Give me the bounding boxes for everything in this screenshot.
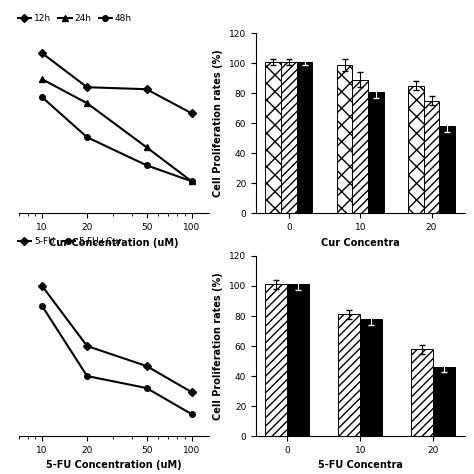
Bar xyxy=(368,91,384,213)
5-FU xyxy=(189,389,194,395)
Y-axis label: Cell Proliferation rates (%): Cell Proliferation rates (%) xyxy=(213,272,223,420)
Legend: 5-FU, 5-FU+Cur: 5-FU, 5-FU+Cur xyxy=(14,233,126,250)
24h xyxy=(39,76,45,82)
Bar xyxy=(337,64,352,213)
12h xyxy=(39,50,45,56)
X-axis label: 5-FU Concentra: 5-FU Concentra xyxy=(318,460,403,470)
Line: 5-FU: 5-FU xyxy=(39,283,194,395)
Line: 5-FU+Cur: 5-FU+Cur xyxy=(39,303,194,417)
X-axis label: 5-FU Concentration (uM): 5-FU Concentration (uM) xyxy=(46,460,182,470)
24h xyxy=(189,178,194,184)
X-axis label: Cur Concentra: Cur Concentra xyxy=(321,237,400,247)
Line: 24h: 24h xyxy=(39,76,194,184)
48h xyxy=(144,163,149,168)
5-FU+Cur xyxy=(39,303,45,309)
5-FU+Cur xyxy=(189,411,194,417)
5-FU xyxy=(84,343,90,349)
12h xyxy=(84,84,90,90)
Bar xyxy=(439,126,455,213)
Bar xyxy=(265,284,287,436)
Bar xyxy=(352,80,368,213)
48h xyxy=(39,94,45,100)
X-axis label: Cur Concentration (uM): Cur Concentration (uM) xyxy=(49,237,179,247)
12h xyxy=(189,110,194,116)
24h xyxy=(144,145,149,150)
5-FU+Cur xyxy=(84,373,90,379)
Line: 48h: 48h xyxy=(39,94,194,184)
Bar xyxy=(281,62,297,213)
Bar xyxy=(433,367,455,436)
Line: 12h: 12h xyxy=(39,50,194,116)
Bar xyxy=(411,349,433,436)
Bar xyxy=(265,62,281,213)
48h xyxy=(84,135,90,140)
24h xyxy=(84,100,90,106)
5-FU+Cur xyxy=(144,385,149,391)
Bar xyxy=(287,284,309,436)
Legend: 12h, 24h, 48h: 12h, 24h, 48h xyxy=(14,10,136,27)
5-FU xyxy=(144,363,149,369)
Bar xyxy=(297,62,312,213)
12h xyxy=(144,86,149,92)
Bar xyxy=(424,101,439,213)
48h xyxy=(189,178,194,184)
Y-axis label: Cell Proliferation rates (%): Cell Proliferation rates (%) xyxy=(213,49,223,197)
Bar xyxy=(408,86,424,213)
Bar xyxy=(338,315,360,436)
Bar xyxy=(360,319,382,436)
5-FU xyxy=(39,283,45,289)
